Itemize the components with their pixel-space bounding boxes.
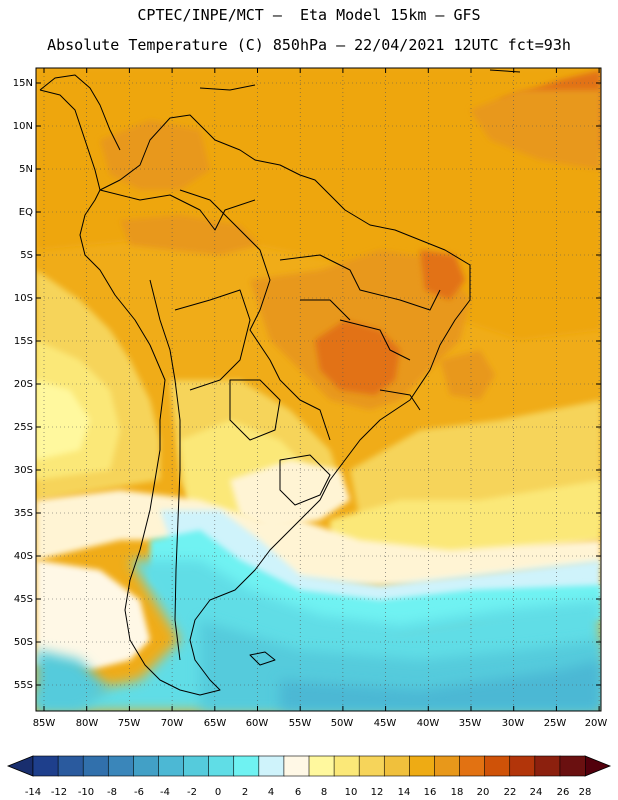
brazil-border: [179, 189, 331, 441]
colorbar-swatch: [358, 755, 385, 777]
bolivia-border: [174, 289, 251, 391]
colorbar-swatch: [434, 755, 461, 777]
colorbar-label: -2: [187, 787, 197, 798]
colorbar-label: 24: [530, 787, 543, 798]
colorbar-swatch: [509, 755, 536, 777]
lat-label: 5S: [20, 250, 33, 261]
colorbar-label: 12: [371, 787, 384, 798]
lat-label: 20S: [14, 379, 33, 390]
colorbar-label: 10: [345, 787, 358, 798]
uruguay-border: [279, 454, 331, 506]
colorbar-label: 2: [242, 787, 248, 798]
colorbar-swatch: [383, 755, 410, 777]
lon-label: 65W: [204, 718, 227, 729]
colorbar-label: 8: [321, 787, 327, 798]
lat-label: 5N: [19, 164, 33, 175]
colorbar-label: 4: [268, 787, 274, 798]
lat-label: 45S: [14, 594, 33, 605]
lon-label: 60W: [246, 718, 269, 729]
axis-ticks: [36, 68, 601, 711]
colorbar-label: -6: [134, 787, 144, 798]
temperature-field: [36, 68, 601, 711]
colorbar-swatch: [133, 755, 160, 777]
lon-label: 80W: [76, 718, 99, 729]
lat-label: 15N: [13, 78, 33, 89]
colorbar-label: -12: [51, 787, 67, 798]
lon-label: 35W: [459, 718, 482, 729]
colorbar-swatches: [32, 755, 586, 777]
lon-label: 50W: [331, 718, 354, 729]
colorbar-swatch: [32, 755, 59, 777]
colorbar-label: 28: [579, 787, 592, 798]
map-title-line1: CPTEC/INPE/MCT – Eta Model 15km – GFS: [137, 6, 481, 24]
brazil-states: [279, 254, 441, 411]
colorbar-swatch: [208, 755, 235, 777]
colorbar-swatch: [534, 755, 561, 777]
lon-label: 20W: [585, 718, 608, 729]
colorbar-label: 16: [424, 787, 437, 798]
lon-label: 85W: [33, 718, 56, 729]
colorbar-label: 20: [477, 787, 490, 798]
colombia-venezuela-border: [99, 189, 256, 231]
lon-label: 45W: [374, 718, 397, 729]
falkland-islands: [249, 651, 276, 666]
map-title-line2: Absolute Temperature (C) 850hPa – 22/04/…: [47, 36, 571, 54]
colorbar-label: -10: [78, 787, 94, 798]
lon-label: 25W: [544, 718, 567, 729]
colorbar-swatch: [258, 755, 285, 777]
andes-border: [149, 279, 181, 661]
colorbar-swatch: [409, 755, 436, 777]
colorbar-swatch: [107, 755, 134, 777]
colorbar-label: 18: [451, 787, 464, 798]
longitude-labels: 85W 80W 75W 70W 65W 60W 55W 50W 45W 40W …: [33, 718, 608, 729]
colorbar-swatch: [57, 755, 84, 777]
caribbean-islands: [199, 69, 521, 91]
colorbar-swatch: [283, 755, 310, 777]
lat-label: EQ: [19, 207, 33, 218]
lat-label: 55S: [14, 680, 33, 691]
colorbar-swatch: [233, 755, 260, 777]
lat-label: 35S: [14, 508, 33, 519]
colorbar-swatch: [484, 755, 511, 777]
colorbar-swatch: [333, 755, 360, 777]
colorbar: -14 -12 -10 -8 -6 -4 -2 0 2 4 6 8 10 12 …: [6, 755, 612, 798]
lat-label: 15S: [14, 336, 33, 347]
colorbar-label: -4: [160, 787, 170, 798]
lon-label: 55W: [289, 718, 312, 729]
map-frame: [35, 67, 602, 712]
lat-label: 25S: [14, 422, 33, 433]
colorbar-label: 22: [504, 787, 517, 798]
colorbar-labels: -14 -12 -10 -8 -6 -4 -2 0 2 4 6 8 10 12 …: [25, 787, 592, 798]
colorbar-swatch: [459, 755, 486, 777]
lat-label: 40S: [14, 551, 33, 562]
colorbar-label: 6: [295, 787, 301, 798]
colorbar-left-arrow: [6, 755, 34, 777]
south-america-coastline: [39, 89, 471, 696]
lon-label: 75W: [118, 718, 141, 729]
colorbar-label: -8: [107, 787, 117, 798]
colorbar-label: 0: [215, 787, 221, 798]
lat-label: 30S: [14, 465, 33, 476]
lon-label: 40W: [417, 718, 440, 729]
colorbar-label: 14: [398, 787, 411, 798]
central-america-coast: [39, 74, 121, 151]
colorbar-swatch: [82, 755, 109, 777]
colorbar-swatch: [183, 755, 210, 777]
coastlines-borders: [39, 69, 521, 696]
colorbar-right-arrow: [584, 755, 612, 777]
colorbar-label: 26: [557, 787, 570, 798]
lon-label: 30W: [502, 718, 525, 729]
colorbar-swatch: [158, 755, 185, 777]
colorbar-swatch: [308, 755, 335, 777]
colorbar-swatch: [559, 755, 586, 777]
latitude-labels: 15N 10N 5N EQ 5S 10S 15S 20S 25S 30S 35S…: [13, 78, 33, 691]
lon-label: 70W: [161, 718, 184, 729]
lat-label: 50S: [14, 637, 33, 648]
colorbar-label: -14: [25, 787, 41, 798]
lat-label: 10N: [13, 121, 33, 132]
lat-label: 10S: [14, 293, 33, 304]
paraguay-border: [229, 379, 281, 441]
